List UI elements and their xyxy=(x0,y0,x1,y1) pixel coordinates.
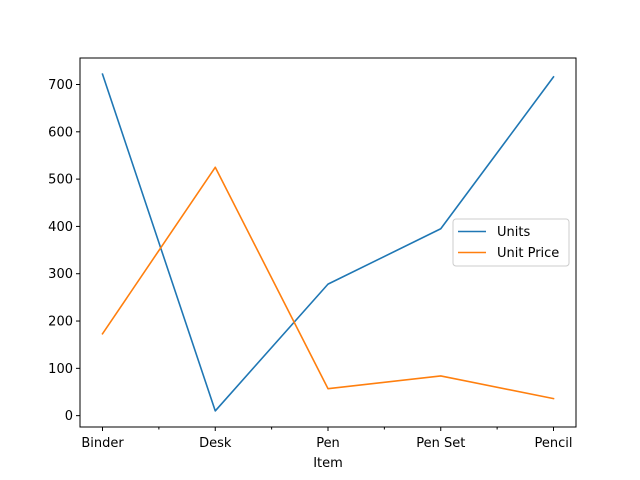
y-tick-label: 500 xyxy=(48,173,73,188)
series-line-unit-price xyxy=(101,166,555,400)
y-tick-label: 200 xyxy=(48,315,73,330)
y-tick-label: 400 xyxy=(48,220,73,235)
legend-label: Units xyxy=(497,225,530,240)
y-tick-label: 100 xyxy=(48,362,73,377)
legend: Units Unit Price xyxy=(452,218,570,267)
y-tick-label: 300 xyxy=(48,267,73,282)
y-tick-label: 0 xyxy=(65,409,73,424)
plot-frame xyxy=(79,57,577,428)
y-axis: 0 100 200 300 400 500 600 700 xyxy=(48,78,80,424)
y-tick-label: 700 xyxy=(48,78,73,93)
x-tick-label: Binder xyxy=(81,436,124,451)
x-axis: Binder Desk Pen Pen Set Pencil xyxy=(81,427,572,451)
series-line-units xyxy=(101,73,555,412)
series-layer xyxy=(101,73,555,412)
x-tick-label: Pencil xyxy=(535,436,573,451)
legend-label: Unit Price xyxy=(497,246,559,261)
x-tick-label: Pen Set xyxy=(416,436,465,451)
x-tick-label: Desk xyxy=(199,436,232,451)
y-tick-label: 600 xyxy=(48,125,73,140)
x-tick-label: Pen xyxy=(316,436,340,451)
x-axis-label: Item xyxy=(313,456,343,471)
